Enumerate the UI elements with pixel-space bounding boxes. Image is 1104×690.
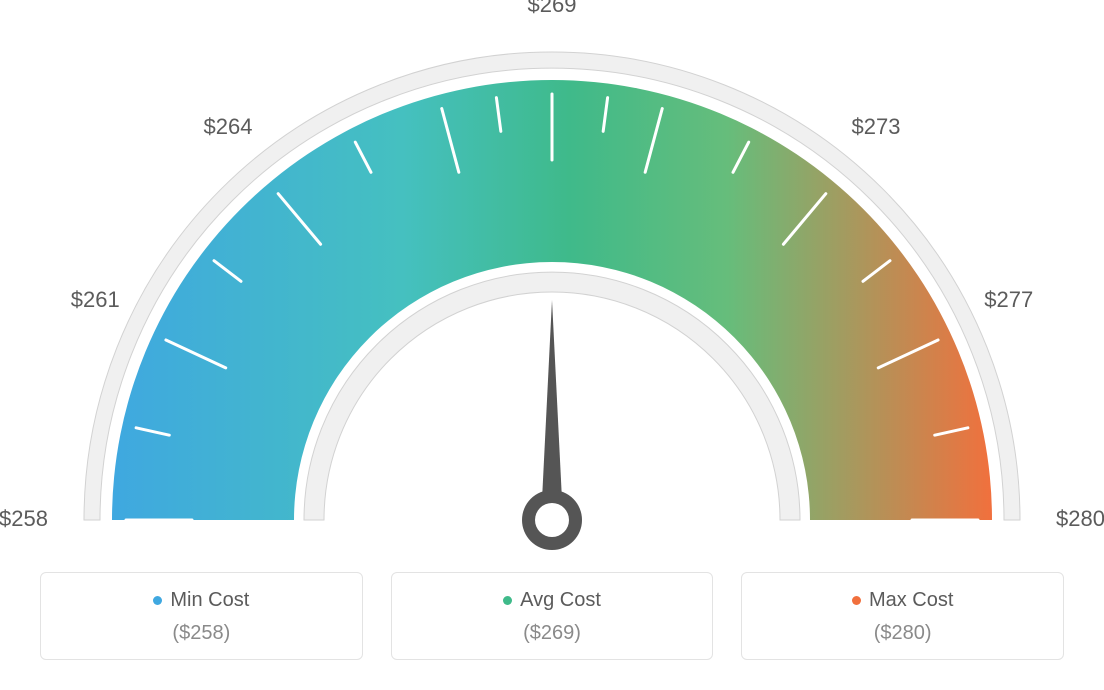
gauge-svg: $258 $261 $264 $269 $273 $277 $280 [0, 0, 1104, 560]
gauge-scale-label: $261 [71, 287, 120, 312]
gauge-scale-label: $280 [1056, 506, 1104, 531]
gauge-scale-label: $264 [204, 114, 253, 139]
gauge-needle [541, 300, 563, 520]
legend-max-title-wrap: Max Cost [852, 589, 953, 612]
legend-card-avg: Avg Cost ($269) [391, 572, 714, 660]
legend-avg-value: ($269) [402, 622, 703, 645]
legend-min-title-wrap: Min Cost [153, 589, 249, 612]
legend-max-value: ($280) [752, 622, 1053, 645]
legend-row: Min Cost ($258) Avg Cost ($269) Max Cost… [0, 572, 1104, 660]
gauge-chart: $258 $261 $264 $269 $273 $277 $280 [0, 0, 1104, 560]
gauge-needle-hub-hole [535, 503, 569, 537]
legend-card-max: Max Cost ($280) [741, 572, 1064, 660]
legend-avg-title-wrap: Avg Cost [503, 589, 601, 612]
legend-min-title: Min Cost [170, 589, 249, 612]
legend-avg-dot-icon [503, 596, 512, 605]
gauge-scale-label: $277 [984, 287, 1033, 312]
legend-card-min: Min Cost ($258) [40, 572, 363, 660]
legend-min-value: ($258) [51, 622, 352, 645]
gauge-scale-label: $273 [851, 114, 900, 139]
legend-min-dot-icon [153, 596, 162, 605]
gauge-scale-label: $258 [0, 506, 48, 531]
legend-max-dot-icon [852, 596, 861, 605]
legend-avg-title: Avg Cost [520, 589, 601, 612]
gauge-scale-label: $269 [528, 0, 577, 17]
legend-max-title: Max Cost [869, 589, 953, 612]
cost-gauge-container: $258 $261 $264 $269 $273 $277 $280 Min Cost ($… [0, 0, 1104, 690]
